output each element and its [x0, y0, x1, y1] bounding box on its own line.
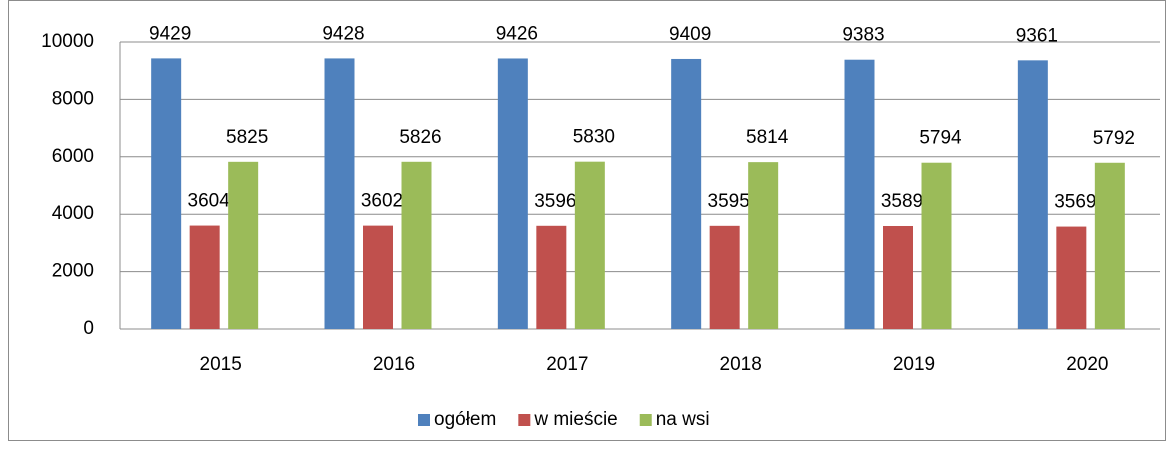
data-label: 3569 — [1054, 192, 1096, 213]
data-label: 9361 — [1016, 25, 1058, 46]
data-label: 3589 — [881, 191, 923, 212]
bar — [748, 162, 779, 329]
data-label: 5792 — [1093, 128, 1135, 149]
bar — [228, 161, 259, 329]
legend-swatch — [418, 414, 430, 426]
legend-label: na wsi — [656, 409, 710, 430]
y-tick-label: 4000 — [52, 203, 94, 224]
y-tick-label: 10000 — [41, 31, 94, 52]
y-tick-label: 2000 — [52, 261, 94, 282]
data-label: 3595 — [708, 191, 750, 212]
data-label: 3596 — [534, 191, 576, 212]
x-tick-label: 2015 — [200, 354, 242, 375]
x-tick-label: 2018 — [720, 354, 762, 375]
data-label: 9429 — [149, 23, 191, 44]
bar — [1056, 226, 1087, 329]
data-label: 9409 — [669, 24, 711, 45]
bar — [671, 58, 702, 329]
legend-swatch — [639, 414, 652, 426]
legend-label: w mieście — [533, 409, 617, 430]
bar — [324, 58, 355, 329]
x-tick-label: 2017 — [546, 354, 588, 375]
legend-label: ogółem — [434, 409, 496, 430]
bar — [1094, 162, 1125, 329]
legend-swatch — [518, 414, 531, 426]
y-tick-label: 8000 — [52, 88, 94, 109]
bar — [497, 58, 528, 329]
data-label: 5830 — [573, 127, 615, 148]
data-label: 5826 — [399, 127, 441, 148]
bar — [363, 225, 393, 329]
data-label: 3602 — [361, 191, 403, 212]
bar — [709, 225, 740, 329]
data-label: 9426 — [496, 23, 538, 44]
x-tick-label: 2019 — [893, 354, 935, 375]
bar — [574, 161, 605, 329]
data-label: 9383 — [842, 25, 884, 46]
y-tick-label: 0 — [83, 318, 94, 339]
bar — [844, 59, 875, 330]
bar — [151, 58, 182, 330]
data-label: 5814 — [746, 127, 789, 148]
bar — [536, 225, 567, 329]
x-tick-label: 2016 — [373, 354, 415, 375]
bar — [189, 225, 220, 329]
bar — [1017, 60, 1048, 330]
data-label: 5794 — [919, 128, 962, 149]
bar — [401, 161, 432, 329]
y-tick-label: 6000 — [52, 146, 94, 167]
data-label: 9428 — [322, 23, 364, 44]
bar — [883, 225, 913, 329]
data-label: 3604 — [188, 191, 231, 212]
bar — [921, 162, 952, 329]
data-label: 5825 — [226, 127, 268, 148]
x-tick-label: 2020 — [1066, 354, 1108, 375]
